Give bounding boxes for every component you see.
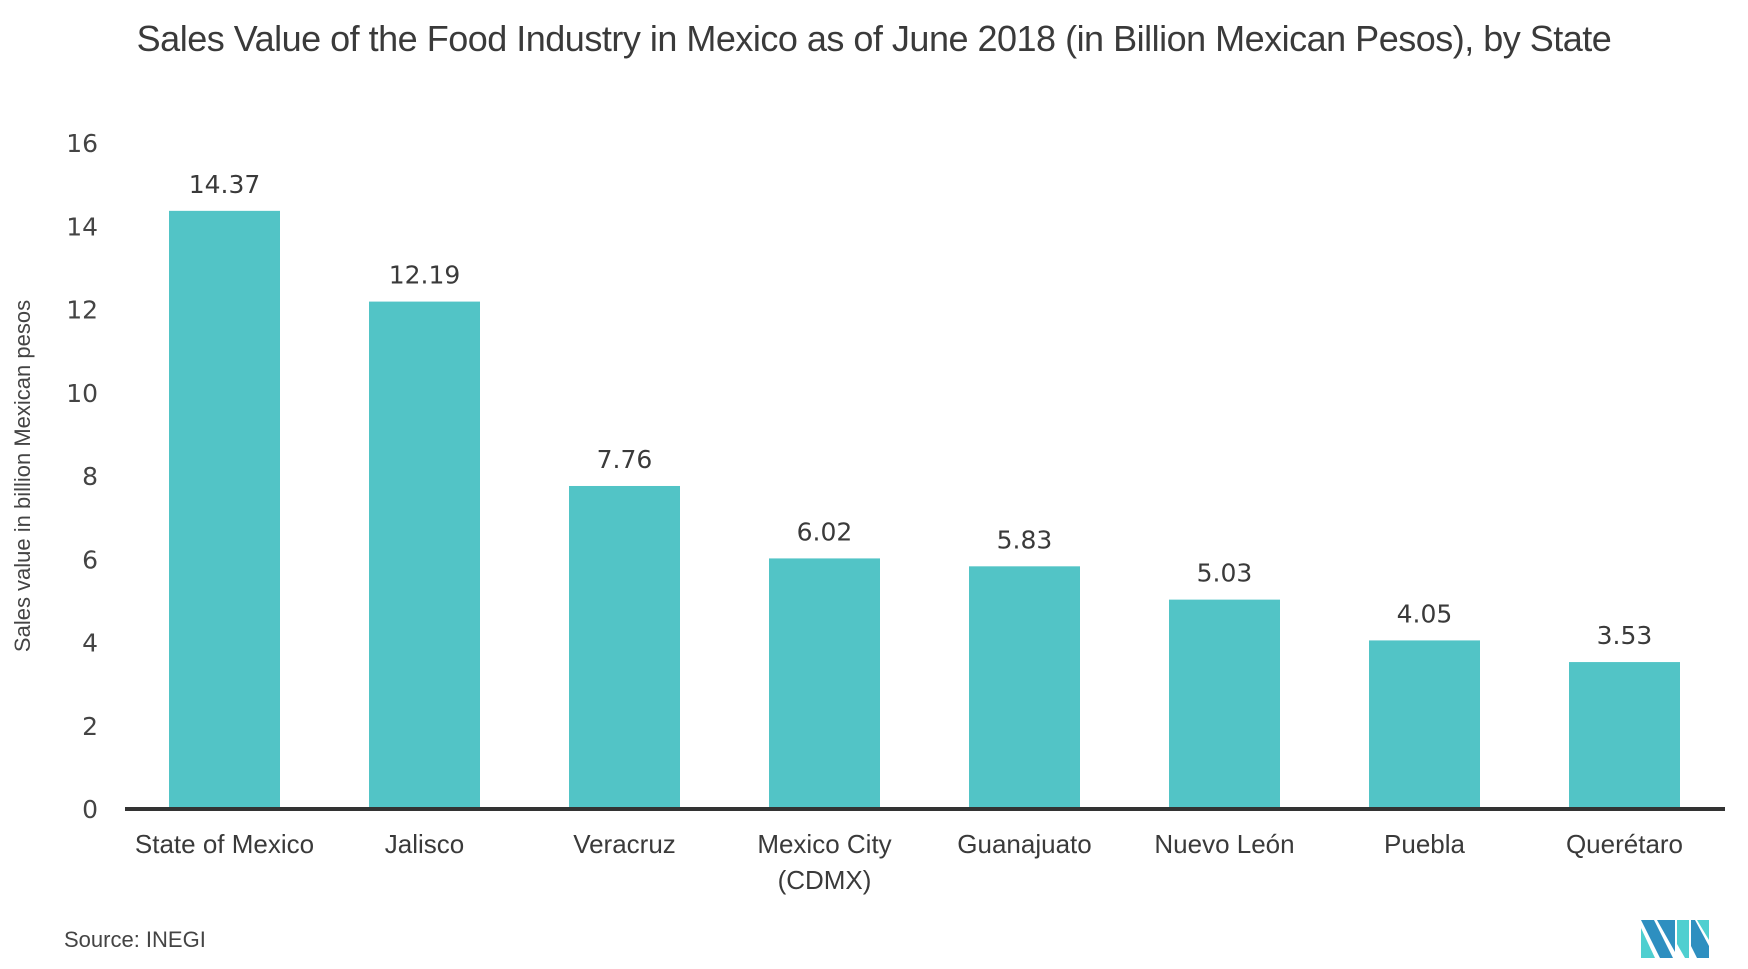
- bars: [169, 210, 1680, 809]
- bar: [969, 566, 1080, 809]
- bar: [1569, 662, 1680, 809]
- data-label: 5.83: [997, 525, 1053, 554]
- x-tick-label: Guanajuato: [957, 829, 1091, 859]
- bar: [369, 301, 480, 809]
- x-tick-label: Veracruz: [573, 829, 676, 859]
- logo-shape-3: [1657, 920, 1675, 952]
- x-tick-label: State of Mexico: [135, 829, 314, 859]
- x-axis-labels: State of Mexico Jalisco Veracruz Mexico Cit…: [135, 829, 1683, 895]
- data-label: 5.03: [1197, 559, 1253, 588]
- x-tick-label: Mexico City: [757, 829, 891, 859]
- data-label: 3.53: [1597, 621, 1653, 650]
- logo-shape-6: [1697, 920, 1709, 940]
- y-axis-title: Sales value in billion Mexican pesos: [10, 300, 35, 652]
- y-axis-ticks: 0 2 4 6 8 10 12 14 16: [66, 129, 98, 824]
- logo-shape-5: [1691, 920, 1709, 958]
- y-tick-label: 16: [66, 129, 98, 158]
- data-label: 6.02: [797, 517, 853, 546]
- y-tick-label: 2: [82, 712, 98, 741]
- chart-title: Sales Value of the Food Industry in Mexi…: [136, 18, 1612, 59]
- bar: [569, 485, 680, 809]
- logo-shape-4: [1677, 920, 1689, 958]
- data-label: 7.76: [597, 445, 653, 474]
- data-label: 12.19: [389, 261, 461, 290]
- data-label: 4.05: [1397, 599, 1453, 628]
- bar: [169, 210, 280, 809]
- y-tick-label: 6: [82, 545, 98, 574]
- x-tick-label: (CDMX): [778, 865, 872, 895]
- x-tick-label: Puebla: [1384, 829, 1465, 859]
- logo-shape-1: [1641, 920, 1673, 958]
- x-tick-label: Querétaro: [1566, 829, 1683, 859]
- y-tick-label: 4: [82, 629, 98, 658]
- bar: [1369, 640, 1480, 809]
- x-tick-label: Jalisco: [385, 829, 464, 859]
- bar: [769, 558, 880, 809]
- logo-shape-2: [1641, 928, 1655, 958]
- data-labels: 14.37 12.19 7.76 6.02 5.83 5.03 4.05 3.53: [189, 170, 1653, 650]
- brand-logo-icon: [1641, 920, 1709, 958]
- bar: [1169, 599, 1280, 809]
- y-tick-label: 8: [82, 462, 98, 491]
- y-axis-title-group: Sales value in billion Mexican pesos: [10, 300, 35, 652]
- y-tick-label: 0: [82, 795, 98, 824]
- y-tick-label: 10: [66, 379, 98, 408]
- x-tick-label: Nuevo León: [1154, 829, 1294, 859]
- data-label: 14.37: [189, 170, 261, 199]
- y-tick-label: 14: [66, 212, 98, 241]
- y-tick-label: 12: [66, 296, 98, 325]
- source-note: Source: INEGI: [64, 927, 206, 952]
